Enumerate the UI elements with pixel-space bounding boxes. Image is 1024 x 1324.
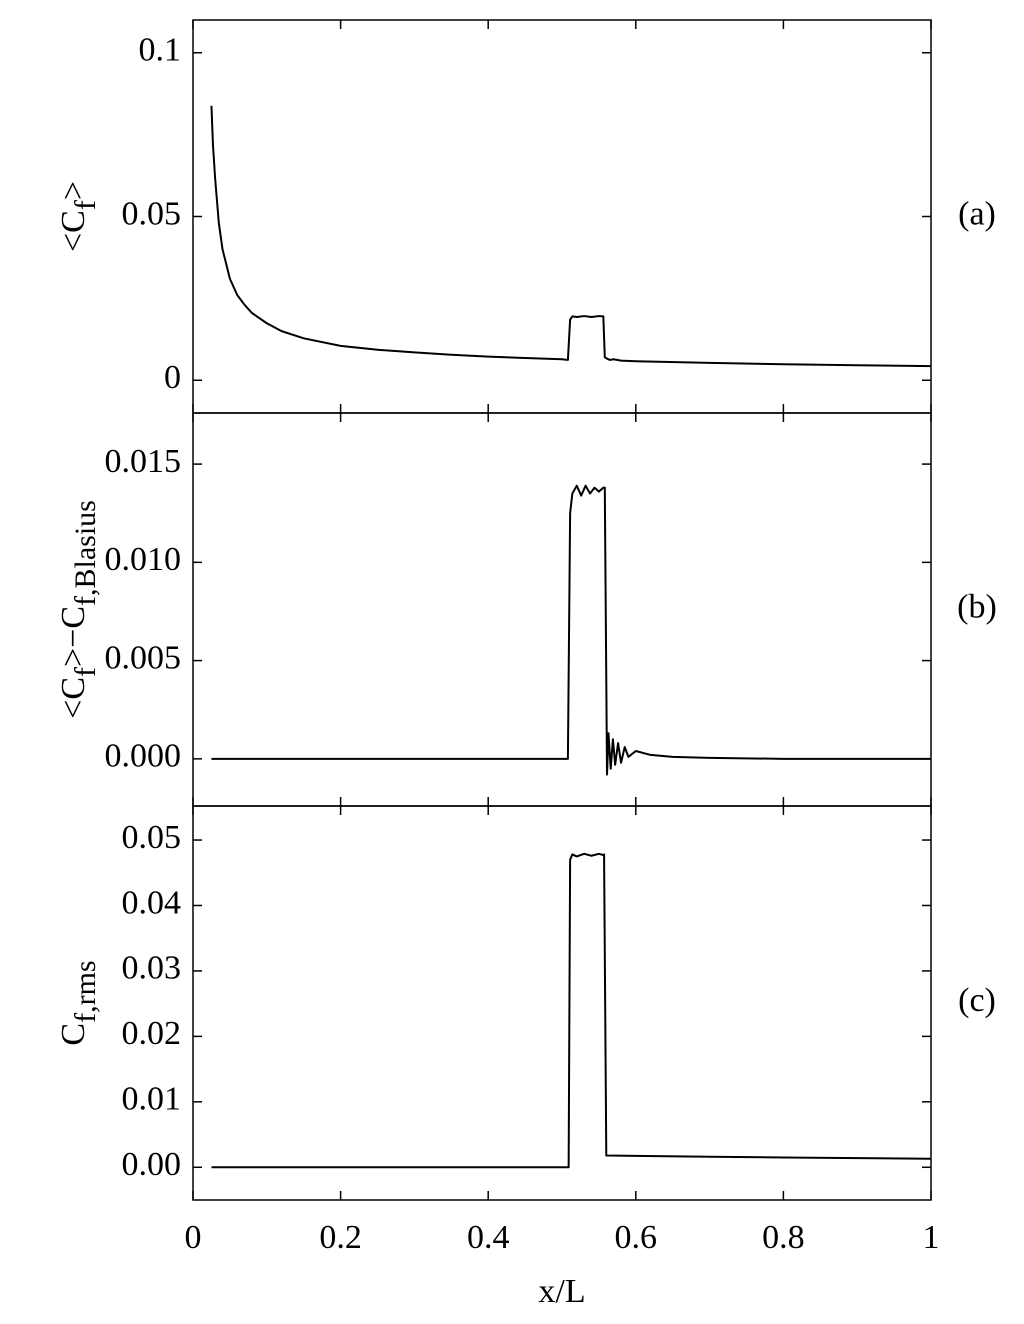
x-tick-label: 0 <box>185 1219 202 1256</box>
data-line <box>211 852 932 1169</box>
y-axis-label-part: f,rms <box>69 960 102 1023</box>
y-axis-label-part: f,Blasius <box>69 500 102 606</box>
y-tick-label: 0 <box>164 359 181 396</box>
x-tick-label: 0.2 <box>319 1219 362 1256</box>
y-axis-label-part: <C <box>55 677 92 719</box>
x-tick-label: 0.4 <box>467 1219 510 1256</box>
y-tick-label: 0.000 <box>105 738 182 775</box>
y-tick-label: 0.03 <box>122 950 182 987</box>
y-tick-label: 0.01 <box>122 1081 182 1118</box>
y-axis-label-part: f <box>69 667 102 677</box>
y-tick-label: 0.02 <box>122 1015 182 1052</box>
y-axis-label-part: C <box>55 1023 92 1046</box>
panel-label: (a) <box>958 195 996 232</box>
data-line <box>211 484 931 776</box>
x-tick-label: 1 <box>923 1219 940 1256</box>
x-tick-label: 0.6 <box>615 1219 658 1256</box>
panel-label: (b) <box>957 588 997 625</box>
y-axis-label-part: <C <box>55 210 92 252</box>
y-tick-label: 0.005 <box>105 639 182 676</box>
y-tick-label: 0.1 <box>139 32 182 69</box>
y-axis-label: <Cf>−Cf,Blasius <box>55 500 102 719</box>
y-tick-label: 0.015 <box>105 443 182 480</box>
plot-frame <box>192 805 932 1201</box>
x-axis-label: x/L <box>538 1273 585 1310</box>
y-axis-label-part: f <box>69 200 102 210</box>
y-tick-label: 0.05 <box>122 819 182 856</box>
y-axis-label: <Cf> <box>55 181 102 252</box>
x-tick-label: 0.8 <box>762 1219 805 1256</box>
y-tick-label: 0.010 <box>105 541 182 578</box>
y-tick-label: 0.05 <box>122 195 182 232</box>
y-axis-label-part: > <box>55 181 92 200</box>
y-tick-label: 0.04 <box>122 884 182 921</box>
y-tick-label: 0.00 <box>122 1146 182 1183</box>
data-line <box>210 105 932 368</box>
y-axis-label-part: >−C <box>55 606 92 667</box>
y-axis-label: Cf,rms <box>55 960 102 1045</box>
plot-frame <box>192 19 932 414</box>
panel-label: (c) <box>958 982 996 1019</box>
plot-frame <box>192 412 932 807</box>
